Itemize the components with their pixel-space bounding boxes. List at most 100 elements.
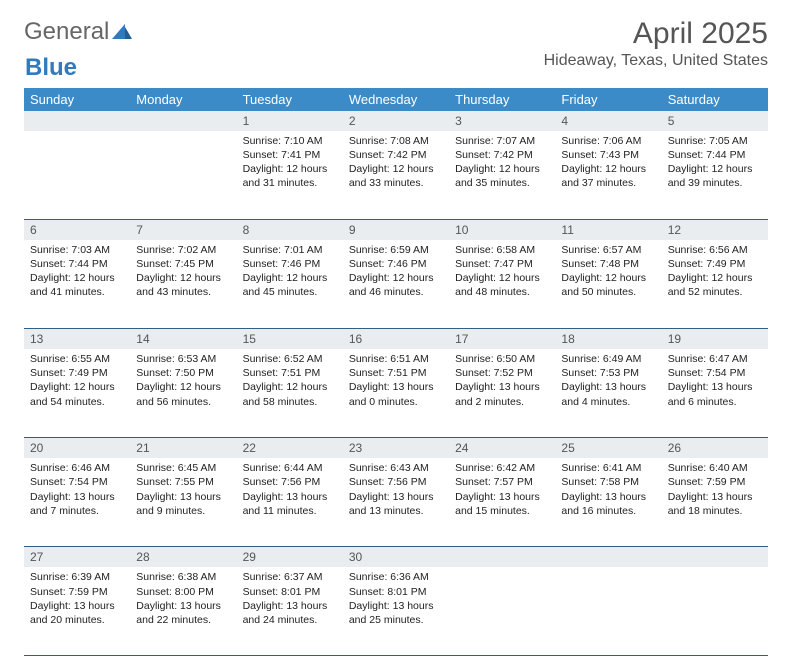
calendar-cell: Sunrise: 6:53 AMSunset: 7:50 PMDaylight:… [130, 349, 236, 438]
calendar-week-row: Sunrise: 6:55 AMSunset: 7:49 PMDaylight:… [24, 349, 768, 438]
calendar-cell: Sunrise: 6:51 AMSunset: 7:51 PMDaylight:… [343, 349, 449, 438]
day-number-row: 12345 [24, 111, 768, 131]
calendar-cell: Sunrise: 7:07 AMSunset: 7:42 PMDaylight:… [449, 131, 555, 220]
sunrise-text: Sunrise: 6:36 AM [349, 570, 443, 584]
day-number: 29 [237, 547, 343, 568]
calendar-cell: Sunrise: 6:42 AMSunset: 7:57 PMDaylight:… [449, 458, 555, 547]
sunrise-text: Sunrise: 6:55 AM [30, 352, 124, 366]
sunset-text: Sunset: 7:55 PM [136, 475, 230, 489]
day-number: 30 [343, 547, 449, 568]
calendar-cell: Sunrise: 7:02 AMSunset: 7:45 PMDaylight:… [130, 240, 236, 329]
day1-text: Daylight: 12 hours [30, 271, 124, 285]
sunset-text: Sunset: 7:48 PM [561, 257, 655, 271]
day2-text: and 56 minutes. [136, 395, 230, 409]
day-number: 18 [555, 328, 661, 349]
day1-text: Daylight: 12 hours [455, 162, 549, 176]
calendar-cell: Sunrise: 6:45 AMSunset: 7:55 PMDaylight:… [130, 458, 236, 547]
logo-text-blue: Blue [25, 54, 77, 82]
calendar-cell: Sunrise: 6:49 AMSunset: 7:53 PMDaylight:… [555, 349, 661, 438]
day2-text: and 35 minutes. [455, 176, 549, 190]
day-number: 10 [449, 219, 555, 240]
sunset-text: Sunset: 7:57 PM [455, 475, 549, 489]
day-header: Friday [555, 88, 661, 111]
sunrise-text: Sunrise: 6:58 AM [455, 243, 549, 257]
day1-text: Daylight: 13 hours [349, 490, 443, 504]
calendar-cell: Sunrise: 7:03 AMSunset: 7:44 PMDaylight:… [24, 240, 130, 329]
sunset-text: Sunset: 7:56 PM [243, 475, 337, 489]
day-header: Wednesday [343, 88, 449, 111]
calendar-cell: Sunrise: 6:52 AMSunset: 7:51 PMDaylight:… [237, 349, 343, 438]
day1-text: Daylight: 12 hours [30, 380, 124, 394]
sunset-text: Sunset: 7:46 PM [243, 257, 337, 271]
sunrise-text: Sunrise: 6:50 AM [455, 352, 549, 366]
day2-text: and 25 minutes. [349, 613, 443, 627]
calendar-cell: Sunrise: 6:56 AMSunset: 7:49 PMDaylight:… [662, 240, 768, 329]
calendar-week-row: Sunrise: 7:10 AMSunset: 7:41 PMDaylight:… [24, 131, 768, 220]
calendar-cell: Sunrise: 6:43 AMSunset: 7:56 PMDaylight:… [343, 458, 449, 547]
sunrise-text: Sunrise: 7:03 AM [30, 243, 124, 257]
calendar-cell: Sunrise: 6:55 AMSunset: 7:49 PMDaylight:… [24, 349, 130, 438]
day2-text: and 50 minutes. [561, 285, 655, 299]
day1-text: Daylight: 12 hours [668, 271, 762, 285]
day-number-row: 20212223242526 [24, 438, 768, 459]
day2-text: and 9 minutes. [136, 504, 230, 518]
calendar-cell: Sunrise: 6:58 AMSunset: 7:47 PMDaylight:… [449, 240, 555, 329]
sunset-text: Sunset: 7:58 PM [561, 475, 655, 489]
calendar-cell [130, 131, 236, 220]
day1-text: Daylight: 13 hours [349, 599, 443, 613]
day1-text: Daylight: 13 hours [243, 490, 337, 504]
day2-text: and 6 minutes. [668, 395, 762, 409]
day-header: Tuesday [237, 88, 343, 111]
day1-text: Daylight: 13 hours [136, 490, 230, 504]
day1-text: Daylight: 13 hours [243, 599, 337, 613]
logo-text-general: General [24, 18, 109, 46]
day-header-row: Sunday Monday Tuesday Wednesday Thursday… [24, 88, 768, 111]
sunset-text: Sunset: 7:59 PM [30, 585, 124, 599]
calendar-cell: Sunrise: 6:59 AMSunset: 7:46 PMDaylight:… [343, 240, 449, 329]
day2-text: and 16 minutes. [561, 504, 655, 518]
sunset-text: Sunset: 7:49 PM [30, 366, 124, 380]
sunrise-text: Sunrise: 6:57 AM [561, 243, 655, 257]
sunrise-text: Sunrise: 6:37 AM [243, 570, 337, 584]
sunrise-text: Sunrise: 7:01 AM [243, 243, 337, 257]
day2-text: and 7 minutes. [30, 504, 124, 518]
day-number: 26 [662, 438, 768, 459]
sunset-text: Sunset: 8:01 PM [243, 585, 337, 599]
day-number: 3 [449, 111, 555, 131]
day2-text: and 24 minutes. [243, 613, 337, 627]
day-number: 19 [662, 328, 768, 349]
sunset-text: Sunset: 7:49 PM [668, 257, 762, 271]
sunrise-text: Sunrise: 6:51 AM [349, 352, 443, 366]
day2-text: and 11 minutes. [243, 504, 337, 518]
calendar-cell: Sunrise: 6:50 AMSunset: 7:52 PMDaylight:… [449, 349, 555, 438]
sunset-text: Sunset: 7:54 PM [668, 366, 762, 380]
day2-text: and 39 minutes. [668, 176, 762, 190]
day1-text: Daylight: 12 hours [561, 162, 655, 176]
day-number: 25 [555, 438, 661, 459]
day1-text: Daylight: 13 hours [561, 380, 655, 394]
sunrise-text: Sunrise: 6:49 AM [561, 352, 655, 366]
sunset-text: Sunset: 7:51 PM [349, 366, 443, 380]
day-number: 4 [555, 111, 661, 131]
day1-text: Daylight: 12 hours [243, 162, 337, 176]
sunrise-text: Sunrise: 6:45 AM [136, 461, 230, 475]
day1-text: Daylight: 12 hours [561, 271, 655, 285]
calendar-cell: Sunrise: 6:47 AMSunset: 7:54 PMDaylight:… [662, 349, 768, 438]
sunset-text: Sunset: 7:52 PM [455, 366, 549, 380]
day1-text: Daylight: 12 hours [243, 380, 337, 394]
sunset-text: Sunset: 7:50 PM [136, 366, 230, 380]
day2-text: and 18 minutes. [668, 504, 762, 518]
day-header: Sunday [24, 88, 130, 111]
calendar-cell: Sunrise: 7:01 AMSunset: 7:46 PMDaylight:… [237, 240, 343, 329]
day1-text: Daylight: 12 hours [349, 162, 443, 176]
day-number: 8 [237, 219, 343, 240]
calendar-cell: Sunrise: 6:41 AMSunset: 7:58 PMDaylight:… [555, 458, 661, 547]
day-number [130, 111, 236, 131]
day1-text: Daylight: 13 hours [455, 490, 549, 504]
day-number-row: 27282930 [24, 547, 768, 568]
day-number: 15 [237, 328, 343, 349]
sunrise-text: Sunrise: 7:10 AM [243, 134, 337, 148]
day2-text: and 33 minutes. [349, 176, 443, 190]
calendar-week-row: Sunrise: 7:03 AMSunset: 7:44 PMDaylight:… [24, 240, 768, 329]
day-number-row: 6789101112 [24, 219, 768, 240]
